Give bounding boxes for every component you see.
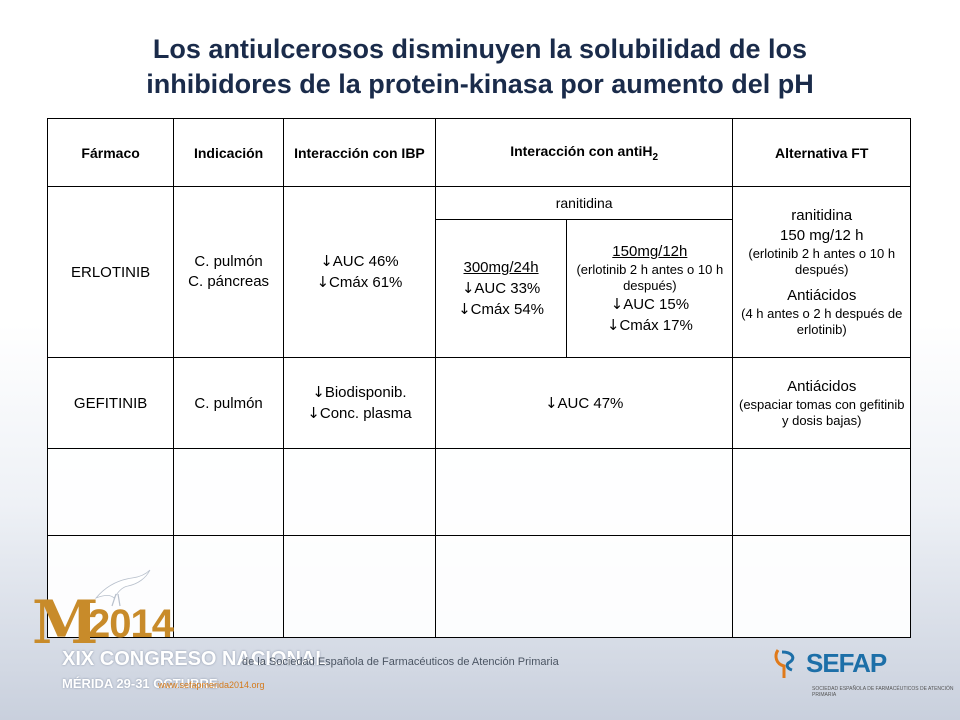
erlotinib-ind-1: C. pulmón — [194, 253, 263, 270]
table-row-erlotinib-a: ERLOTINIB C. pulmón C. páncreas ↓AUC 46%… — [46, 186, 911, 358]
sefap-emblem-icon — [774, 649, 795, 678]
erlotinib-dose2-note: (erlotinib 2 h antes o 10 h después) — [576, 261, 724, 293]
table-header-row: Fármaco Indicación Interacción con IBP I… — [46, 118, 911, 187]
header-antih2-subscript: 2 — [652, 151, 659, 163]
down-arrow-icon: ↓ — [461, 278, 475, 297]
header-antih2-label: Interacción con antiH — [510, 142, 653, 159]
empty-cell — [434, 535, 734, 638]
down-arrow-icon: ↓ — [312, 383, 325, 401]
table-row-empty-2 — [46, 535, 911, 638]
down-arrow-icon: ↓ — [458, 299, 471, 318]
gefitinib-alternativa: Antiácidos (espaciar tomas con gefitinib… — [732, 357, 911, 449]
down-arrow-icon: ↓ — [320, 252, 333, 270]
erlotinib-antih2-drug: ranitidina — [434, 186, 734, 220]
erlotinib-dose-1: 300mg/24h ↓AUC 33% ↓Cmáx 54% — [434, 219, 568, 358]
erlotinib-alt-1: ranitidina — [791, 207, 853, 224]
slide-title-line-1: Los antiulcerosos disminuyen la solubili… — [152, 34, 808, 64]
erlotinib-ibp-1: AUC 46% — [332, 253, 399, 270]
erlotinib-ibp: ↓AUC 46% ↓Cmáx 61% — [283, 186, 436, 358]
empty-cell — [173, 448, 284, 536]
gefitinib-indicacion: C. pulmón — [173, 357, 284, 449]
congress-location-date: MÉRIDA 29-31 OCTUBRE — [62, 676, 218, 691]
erlotinib-name: ERLOTINIB — [46, 186, 175, 358]
stork-logo-icon — [94, 569, 151, 607]
empty-cell — [173, 535, 284, 638]
table-row-gefitinib: GEFITINIB C. pulmón ↓Biodisponib. ↓Conc.… — [46, 357, 911, 449]
gefitinib-antih2: ↓AUC 47% — [434, 357, 734, 449]
erlotinib-dose1-l2: Cmáx 54% — [470, 300, 544, 318]
erlotinib-alt-3: (erlotinib 2 h antes o 10 h después) — [748, 246, 896, 277]
gefitinib-antih2-value: AUC 47% — [557, 395, 624, 412]
down-arrow-icon: ↓ — [544, 394, 558, 412]
congress-logo-year: 2014 — [88, 602, 174, 646]
slide-title-line-2: inhibidores de la protein-kinasa por aum… — [146, 69, 814, 99]
erlotinib-ind-2: C. páncreas — [188, 273, 270, 290]
congress-subtitle: de la Sociedad Española de Farmacéuticos… — [242, 656, 559, 668]
congress-logo-m: M — [32, 588, 98, 658]
erlotinib-alt-2: 150 mg/12 h — [780, 227, 864, 244]
congress-website: www.sefapmerida2014.org — [158, 680, 265, 690]
erlotinib-dose2-title: 150mg/12h — [612, 242, 688, 260]
down-arrow-icon: ↓ — [610, 294, 624, 313]
gefitinib-ibp: ↓Biodisponib. ↓Conc. plasma — [283, 357, 436, 449]
header-ibp-label: Interacción con IBP — [294, 144, 425, 161]
sefap-logo: SEFAP — [772, 646, 887, 680]
gefitinib-alt-1: Antiácidos — [787, 378, 857, 395]
gefitinib-ibp-1: Biodisponib. — [324, 384, 407, 401]
gefitinib-alt-2: (espaciar tomas con gefitinib y dosis ba… — [738, 397, 905, 428]
gefitinib-ibp-2: Conc. plasma — [319, 405, 412, 422]
erlotinib-alt-4: Antiácidos — [787, 287, 857, 304]
empty-cell — [283, 448, 436, 536]
empty-cell — [283, 535, 436, 638]
header-indicacion: Indicación — [173, 118, 284, 187]
slide-title: Los antiulcerosos disminuyen la solubili… — [40, 32, 920, 102]
erlotinib-dose1-title: 300mg/24h — [463, 258, 539, 276]
header-alternativa: Alternativa FT — [732, 118, 911, 187]
header-ibp: Interacción con IBP — [283, 118, 436, 187]
erlotinib-dose2-l2: Cmáx 17% — [619, 316, 693, 334]
gefitinib-name: GEFITINIB — [46, 357, 175, 449]
down-arrow-icon: ↓ — [316, 273, 330, 291]
table-row-erlotinib-b: 300mg/24h ↓AUC 33% ↓Cmáx 54% 150mg/12h (… — [48, 219, 911, 358]
down-arrow-icon: ↓ — [307, 404, 320, 422]
erlotinib-indicacion: C. pulmón C. páncreas — [173, 186, 284, 358]
header-antih2: Interacción con antiH2 — [434, 118, 734, 187]
empty-cell — [46, 448, 175, 536]
empty-cell — [732, 535, 911, 638]
erlotinib-alt-5: (4 h antes o 2 h después de erlotinib) — [741, 306, 903, 337]
erlotinib-dose1-l1: AUC 33% — [474, 279, 541, 297]
sefap-tagline: SOCIEDAD ESPAÑOLA DE FARMACÉUTICOS DE AT… — [812, 686, 954, 698]
header-farmaco: Fármaco — [46, 118, 175, 187]
empty-cell — [434, 448, 734, 536]
sefap-wordmark: SEFAP — [806, 647, 887, 678]
down-arrow-icon: ↓ — [606, 315, 620, 334]
table-row-empty-1 — [46, 448, 911, 536]
erlotinib-alternativa: ranitidina 150 mg/12 h (erlotinib 2 h an… — [732, 186, 911, 358]
interaction-table: Fármaco Indicación Interacción con IBP I… — [46, 118, 911, 638]
erlotinib-dose-2: 150mg/12h (erlotinib 2 h antes o 10 h de… — [566, 219, 734, 358]
erlotinib-ibp-2: Cmáx 61% — [329, 274, 403, 291]
empty-cell — [732, 448, 911, 536]
congress-title: XIX CONGRESO NACIONAL — [62, 648, 328, 670]
erlotinib-dose2-l1: AUC 15% — [623, 295, 690, 313]
